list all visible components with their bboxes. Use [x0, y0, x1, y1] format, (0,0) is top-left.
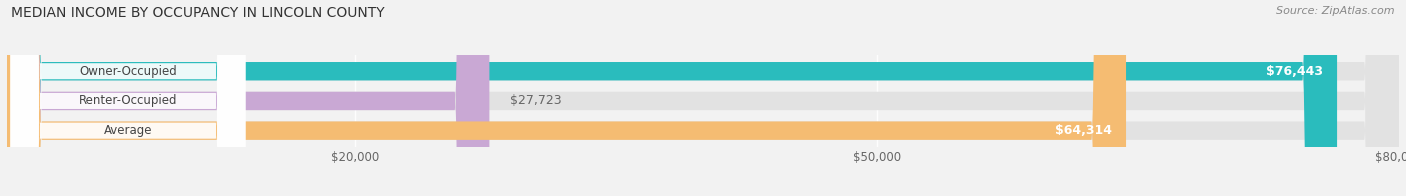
FancyBboxPatch shape — [10, 0, 246, 196]
Text: MEDIAN INCOME BY OCCUPANCY IN LINCOLN COUNTY: MEDIAN INCOME BY OCCUPANCY IN LINCOLN CO… — [11, 6, 385, 20]
FancyBboxPatch shape — [7, 0, 1399, 196]
Text: $76,443: $76,443 — [1267, 65, 1323, 78]
FancyBboxPatch shape — [7, 0, 1399, 196]
FancyBboxPatch shape — [7, 0, 489, 196]
FancyBboxPatch shape — [7, 0, 1126, 196]
Text: $27,723: $27,723 — [510, 94, 562, 107]
Text: Owner-Occupied: Owner-Occupied — [79, 65, 177, 78]
Text: Renter-Occupied: Renter-Occupied — [79, 94, 177, 107]
Text: Average: Average — [104, 124, 152, 137]
FancyBboxPatch shape — [7, 0, 1399, 196]
FancyBboxPatch shape — [7, 0, 1337, 196]
FancyBboxPatch shape — [10, 0, 246, 196]
FancyBboxPatch shape — [10, 0, 246, 196]
Text: Source: ZipAtlas.com: Source: ZipAtlas.com — [1277, 6, 1395, 16]
Text: $64,314: $64,314 — [1054, 124, 1112, 137]
